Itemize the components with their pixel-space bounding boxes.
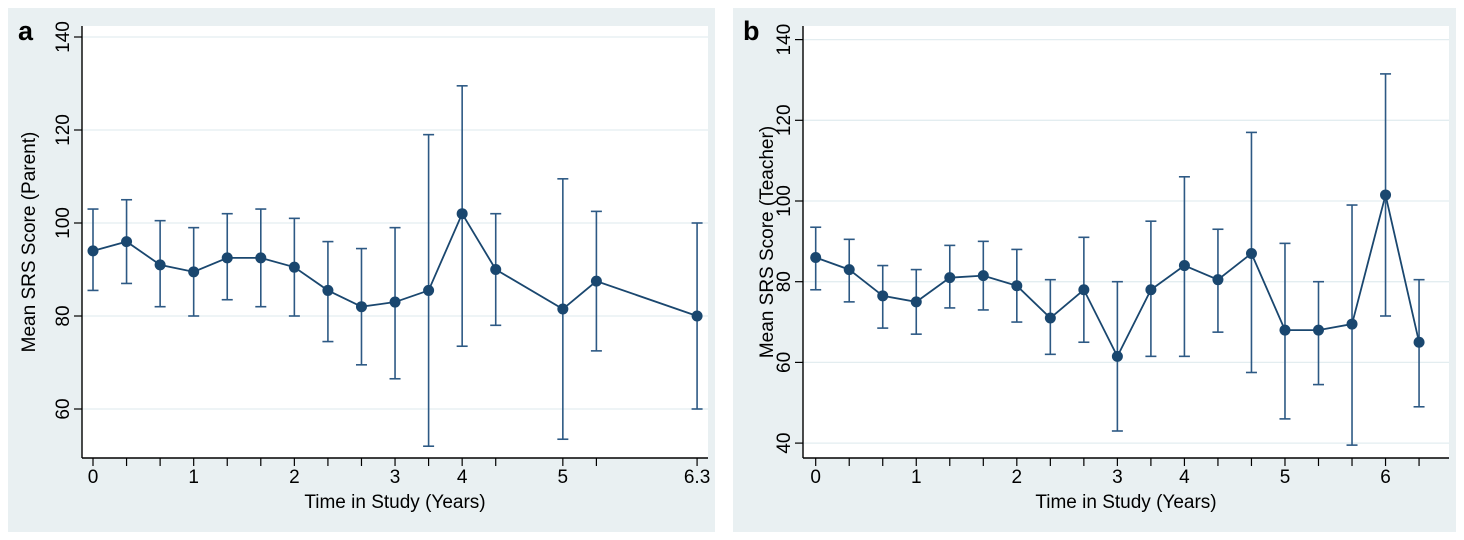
y-tick-label: 80 [774,271,795,292]
x-tick-label: 1 [188,467,199,488]
data-point [1279,324,1291,336]
y-tick-label: 60 [53,398,74,419]
x-tick-label: 5 [558,467,569,488]
data-point [423,284,435,296]
y-axis-title-teacher: Mean SRS Score (Teacher) [757,125,778,359]
y-tick-label: 140 [774,24,795,56]
x-tick-label: 6.3 [684,467,710,488]
panel-letter-b: b [743,16,760,46]
panel-b: 40 60 80 100 120 140 0 1 2 3 4 5 6 b Mean SRS Score … [733,8,1456,532]
data-point [1178,260,1190,272]
data-point [490,264,502,275]
data-point [1313,324,1324,336]
y-tick-label: 100 [53,207,74,239]
data-point [810,251,822,263]
data-point [1078,284,1090,296]
x-tick-label: 0 [810,467,821,488]
y-tick-label: 80 [53,305,74,326]
data-point [910,296,922,308]
data-point [590,275,602,287]
data-point [389,296,401,308]
data-point [255,252,267,264]
data-point [1212,274,1224,286]
data-point [1245,247,1257,259]
x-tick-label: 1 [911,467,922,488]
plot-svg-a: 60 80 100 120 140 0 1 2 3 4 5 6.3 [53,21,710,488]
data-point [944,272,956,284]
data-point [456,208,468,220]
data-point [1380,189,1392,201]
series-line [92,211,698,317]
data-point [1111,350,1123,362]
data-point [1011,280,1023,292]
x-axis-title-a: Time in Study (Years) [304,492,486,513]
data-point [977,270,989,282]
data-point [843,264,855,276]
data-point [1346,318,1358,330]
data-point [322,284,334,296]
data-point [87,245,99,257]
x-tick-label: 3 [1112,467,1123,488]
x-axis-title-b: Time in Study (Years) [1035,492,1217,513]
data-point [355,301,367,313]
plot-area [803,26,1449,458]
data-point [288,261,300,273]
y-tick-label: 40 [774,433,795,454]
x-tick-label: 4 [1179,467,1190,488]
x-tick-label: 4 [457,467,468,488]
y-tick-label: 140 [53,21,74,53]
data-point [188,266,200,278]
x-tick-label: 3 [390,467,401,488]
y-tick-label: 60 [774,352,795,373]
y-tick-label: 100 [774,185,795,217]
x-tick-label: 2 [289,467,300,488]
x-tick-label: 5 [1280,467,1291,488]
data-point [1145,284,1157,296]
y-tick-label: 120 [774,104,795,136]
x-tick-label: 6 [1380,467,1391,488]
panel-a: 60 80 100 120 140 0 1 2 3 4 5 6.3 a Mean SRS Score … [8,8,715,532]
data-point [877,290,889,302]
data-point [221,252,233,264]
data-point [121,236,133,248]
panel-letter-a: a [18,16,34,46]
x-tick-label: 2 [1012,467,1023,488]
x-tick-label: 0 [88,467,99,488]
data-point [691,310,703,322]
data-point [154,259,166,271]
data-point [1044,312,1056,324]
data-point [1413,336,1425,348]
data-point [557,303,569,315]
plot-svg-b: 40 60 80 100 120 140 0 1 2 3 4 5 6 [774,24,1449,488]
y-axis-title-parent: Mean SRS Score (Parent) [19,131,40,353]
y-tick-label: 120 [53,114,74,146]
